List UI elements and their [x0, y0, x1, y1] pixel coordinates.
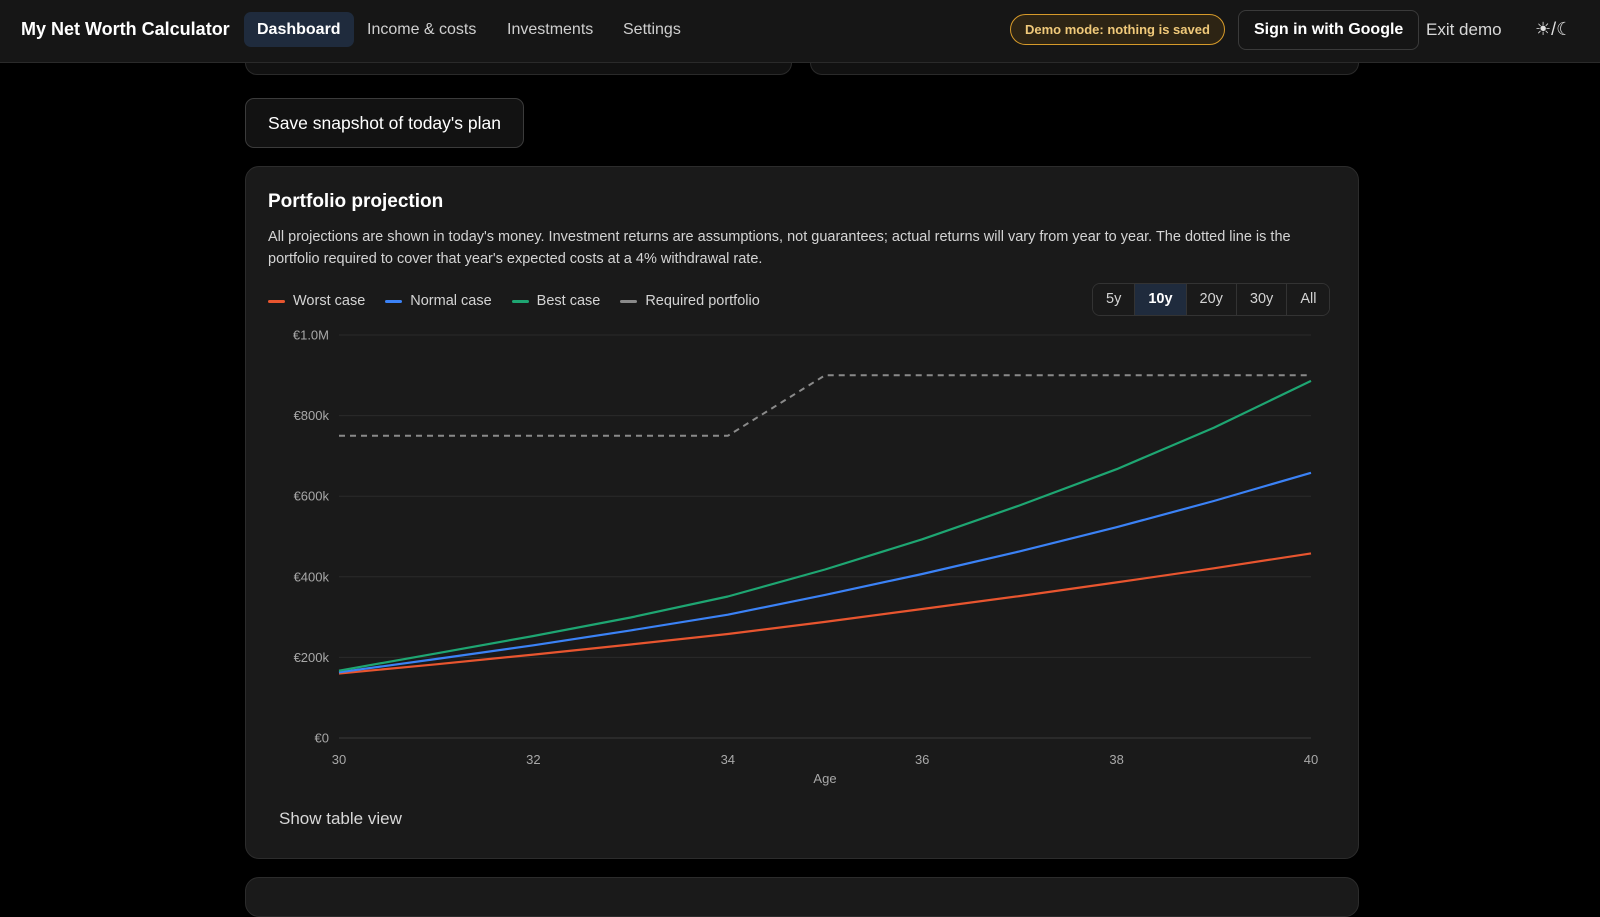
- legend-normal-case[interactable]: Normal case: [385, 293, 492, 309]
- panel-title: Portfolio projection: [268, 191, 444, 212]
- legend-best-case[interactable]: Best case: [511, 293, 601, 309]
- y-tick-label: €800k: [294, 408, 330, 423]
- next-panel: [245, 877, 1359, 917]
- app-brand[interactable]: My Net Worth Calculator: [21, 19, 230, 39]
- portfolio-projection-panel: Portfolio projection All projections are…: [245, 166, 1359, 859]
- y-tick-label: €200k: [294, 650, 330, 665]
- legend-swatch-normal: [385, 299, 403, 303]
- series-line-normal-case: [338, 471, 1312, 674]
- projection-chart[interactable]: €0 €200k €400k €600k €800k €1.0M 30 32 34 36 38 40 A…: [246, 327, 1358, 797]
- range-20y-button[interactable]: 20y: [1186, 284, 1237, 315]
- legend-required-portfolio[interactable]: Required portfolio: [620, 293, 760, 309]
- nav-settings[interactable]: Settings: [623, 21, 681, 38]
- legend-label: Normal case: [410, 293, 492, 309]
- demo-mode-badge: Demo mode: nothing is saved: [1010, 14, 1225, 45]
- nav-income-costs[interactable]: Income & costs: [367, 21, 477, 38]
- legend-worst-case[interactable]: Worst case: [268, 293, 365, 309]
- x-tick-label: 38: [1109, 752, 1123, 767]
- range-all-button[interactable]: All: [1287, 284, 1330, 315]
- y-tick-label: €400k: [294, 569, 330, 584]
- legend-label: Required portfolio: [645, 293, 760, 309]
- series-line-best-case: [338, 379, 1312, 672]
- legend-swatch-required: [620, 299, 638, 303]
- x-tick-label: 32: [526, 752, 540, 767]
- x-tick-label: 40: [1304, 752, 1318, 767]
- chart-legend: Worst case Normal case Best case Require…: [268, 291, 780, 311]
- y-tick-label: €1.0M: [293, 328, 329, 343]
- range-30y-button[interactable]: 30y: [1236, 284, 1288, 315]
- theme-toggle-icon[interactable]: ☀/☾: [1535, 19, 1573, 39]
- range-5y-button[interactable]: 5y: [1093, 284, 1136, 315]
- nav-investments[interactable]: Investments: [507, 21, 594, 38]
- nav-dashboard[interactable]: Dashboard: [244, 12, 354, 47]
- series-line-worst-case: [338, 552, 1312, 675]
- save-snapshot-button[interactable]: Save snapshot of today's plan: [245, 98, 524, 148]
- legend-label: Best case: [536, 293, 601, 309]
- x-axis-label: Age: [813, 771, 836, 786]
- legend-swatch-worst: [268, 299, 285, 303]
- y-tick-label: €600k: [294, 489, 330, 504]
- y-tick-label: €0: [315, 731, 329, 746]
- top-navbar: My Net Worth Calculator Dashboard Income…: [0, 0, 1600, 63]
- x-tick-label: 30: [332, 752, 346, 767]
- legend-swatch-best: [511, 299, 529, 303]
- sign-in-google-button[interactable]: Sign in with Google: [1238, 10, 1420, 50]
- exit-demo-link[interactable]: Exit demo: [1426, 20, 1502, 39]
- series-line-required-portfolio: [339, 374, 1311, 437]
- range-selector: 5y 10y 20y 30y All: [1092, 283, 1331, 316]
- panel-description: All projections are shown in today's mon…: [268, 229, 1291, 267]
- x-tick-label: 34: [721, 752, 735, 767]
- legend-label: Worst case: [293, 293, 366, 309]
- x-tick-label: 36: [915, 752, 929, 767]
- show-table-view-button[interactable]: Show table view: [279, 809, 402, 828]
- range-10y-button[interactable]: 10y: [1135, 284, 1187, 315]
